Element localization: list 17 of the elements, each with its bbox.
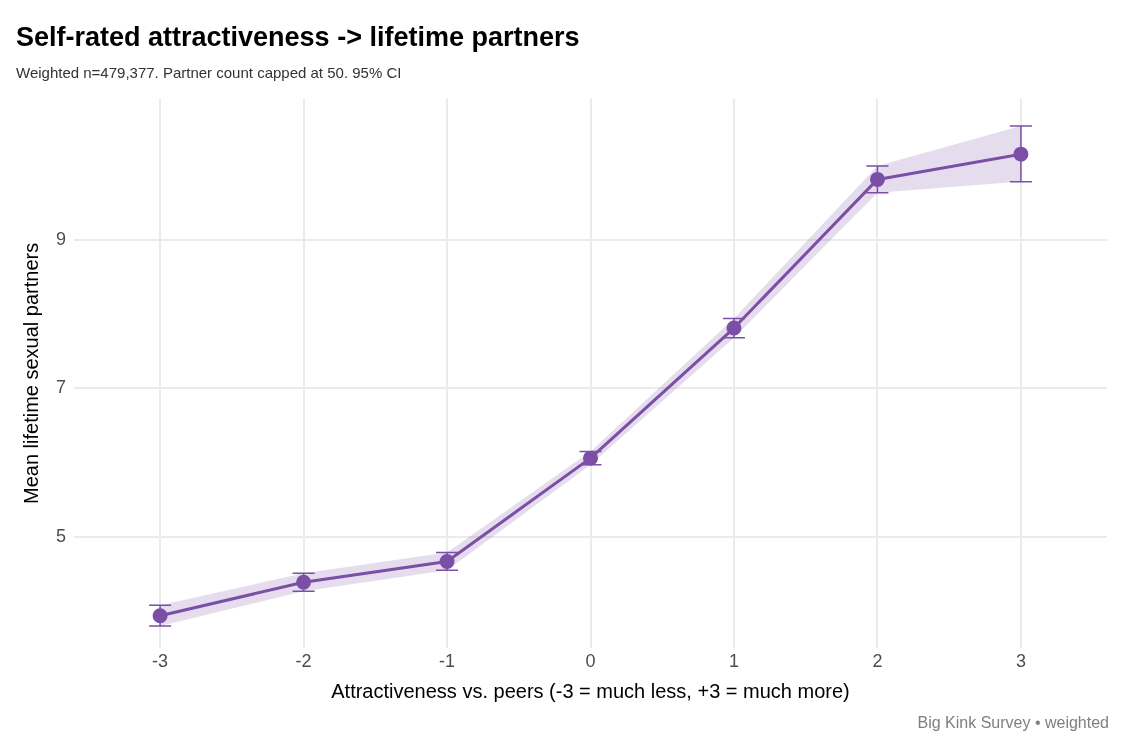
x-tick-label: 2 — [872, 651, 883, 672]
y-tick-label: 5 — [56, 525, 67, 546]
chart-subtitle: Weighted n=479,377. Partner count capped at 50. 95% CI — [16, 63, 402, 81]
x-axis-title: Attractiveness vs. peers (-3 = much less, +3 = much more) — [331, 679, 850, 702]
x-tick-label: -2 — [295, 651, 312, 672]
point — [869, 171, 885, 187]
chart-title: Self-rated attractiveness -> lifetime partners — [16, 21, 580, 52]
x-tick-label: 1 — [728, 651, 739, 672]
y-tick-label: 7 — [56, 377, 67, 398]
x-tick-label: 3 — [1015, 651, 1026, 672]
y-tick-label: 9 — [56, 228, 67, 249]
x-tick-label: -1 — [439, 651, 456, 672]
x-tick-label: -3 — [152, 651, 169, 672]
x-tick-label: 0 — [585, 651, 596, 672]
y-axis-title: Mean lifetime sexual partners — [19, 242, 42, 505]
point — [296, 574, 312, 590]
text: Big Kink Survey • weighted — [916, 714, 1110, 732]
